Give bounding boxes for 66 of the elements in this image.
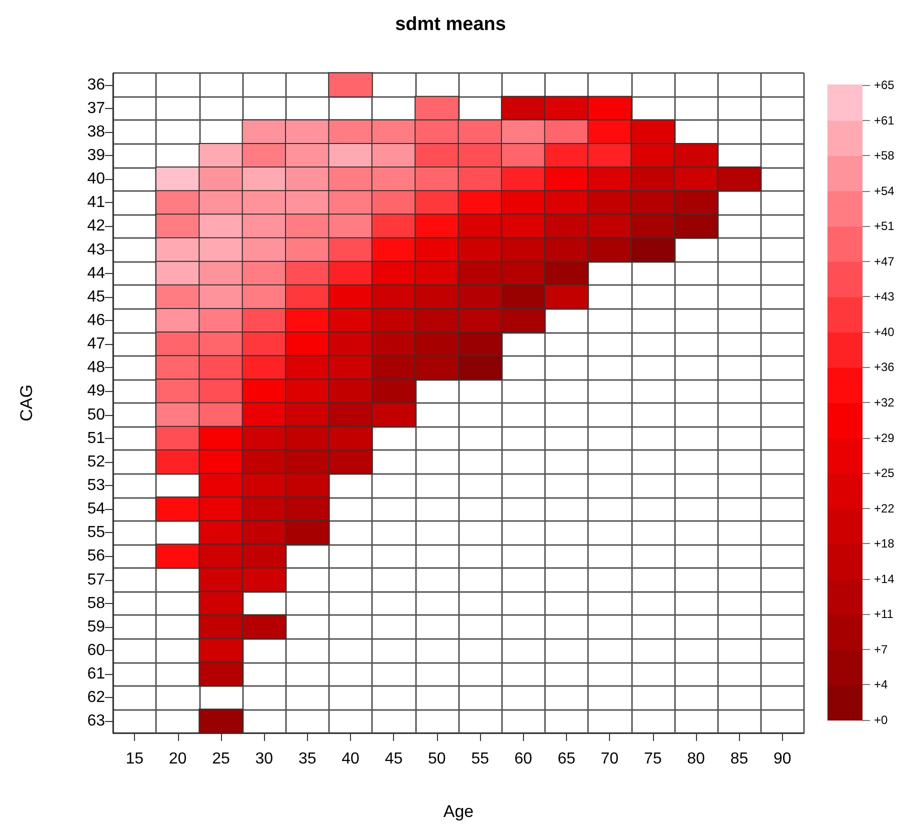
color-bar-label: +40 [874, 324, 895, 339]
x-tick-label: 85 [730, 750, 748, 768]
y-tick-label: 43 [87, 241, 106, 258]
y-tick-label: 53 [87, 477, 106, 494]
y-tick-label: 42 [87, 218, 106, 235]
color-bar-label: +4 [874, 678, 888, 692]
y-tick-label: 50 [87, 406, 106, 424]
y-tick-label: 38 [87, 123, 106, 140]
color-bar-label: +25 [874, 466, 895, 480]
y-tick-label: 63 [87, 712, 106, 730]
color-bar-label: +11 [874, 607, 894, 622]
x-tick-label: 70 [600, 750, 619, 768]
x-axis-title: Age [443, 802, 474, 821]
x-tick-label: 90 [774, 750, 792, 768]
y-tick-label: 52 [87, 453, 106, 470]
y-tick-label: 60 [87, 642, 106, 659]
color-bar-label: +18 [874, 536, 895, 551]
y-tick-label: 51 [87, 430, 106, 447]
color-bar-label: +54 [874, 184, 895, 198]
color-bar-label: +36 [874, 360, 895, 374]
y-tick-label: 59 [87, 618, 106, 636]
color-bar-label: +58 [874, 148, 895, 163]
x-tick-label: 15 [126, 750, 144, 768]
x-tick-label: 25 [212, 750, 230, 768]
x-tick-label: 45 [384, 750, 403, 768]
y-tick-label: 41 [87, 194, 106, 212]
y-tick-label: 61 [87, 666, 106, 683]
x-tick-label: 60 [514, 750, 532, 768]
color-bar-label: +22 [874, 501, 895, 516]
x-tick-label: 50 [428, 750, 446, 768]
x-tick-label: 30 [255, 750, 274, 768]
y-tick-label: 47 [87, 336, 106, 353]
y-tick-label: 56 [87, 548, 106, 565]
color-bar-label: +7 [874, 642, 888, 656]
y-tick-label: 44 [87, 264, 106, 282]
y-tick-label: 40 [87, 170, 106, 188]
color-bar-label: +51 [874, 219, 895, 234]
x-tick-label: 75 [644, 750, 662, 768]
color-bar-label: +43 [874, 290, 895, 304]
color-bar-label: +65 [874, 78, 895, 92]
y-tick-label: 36 [87, 76, 106, 94]
x-tick-label: 80 [687, 750, 706, 768]
x-tick-label: 40 [342, 750, 360, 768]
color-bar-label: +47 [874, 254, 895, 268]
y-tick-label: 37 [87, 100, 106, 117]
x-tick-label: 55 [471, 750, 490, 768]
y-tick-label: 58 [87, 594, 106, 612]
color-bar-label: +14 [874, 572, 895, 586]
y-tick-label: 54 [87, 500, 106, 518]
chart-title: sdmt means [395, 14, 506, 35]
x-tick-label: 65 [558, 750, 576, 768]
y-tick-label: 48 [87, 359, 106, 376]
color-bar-label: +0 [874, 713, 888, 727]
y-axis-title: CAG [17, 384, 36, 422]
y-tick-label: 45 [87, 288, 106, 306]
y-tick-label: 57 [87, 571, 106, 588]
color-bar-label: +61 [874, 113, 895, 128]
color-bar-label: +29 [874, 430, 895, 445]
y-tick-label: 55 [87, 524, 106, 542]
y-tick-label: 46 [87, 312, 106, 329]
y-tick-label: 62 [87, 689, 106, 706]
y-tick-label: 39 [87, 147, 106, 164]
color-bar-label: +32 [874, 396, 895, 410]
y-tick-label: 49 [87, 382, 106, 400]
x-tick-label: 20 [168, 750, 187, 768]
x-tick-label: 35 [298, 750, 316, 768]
